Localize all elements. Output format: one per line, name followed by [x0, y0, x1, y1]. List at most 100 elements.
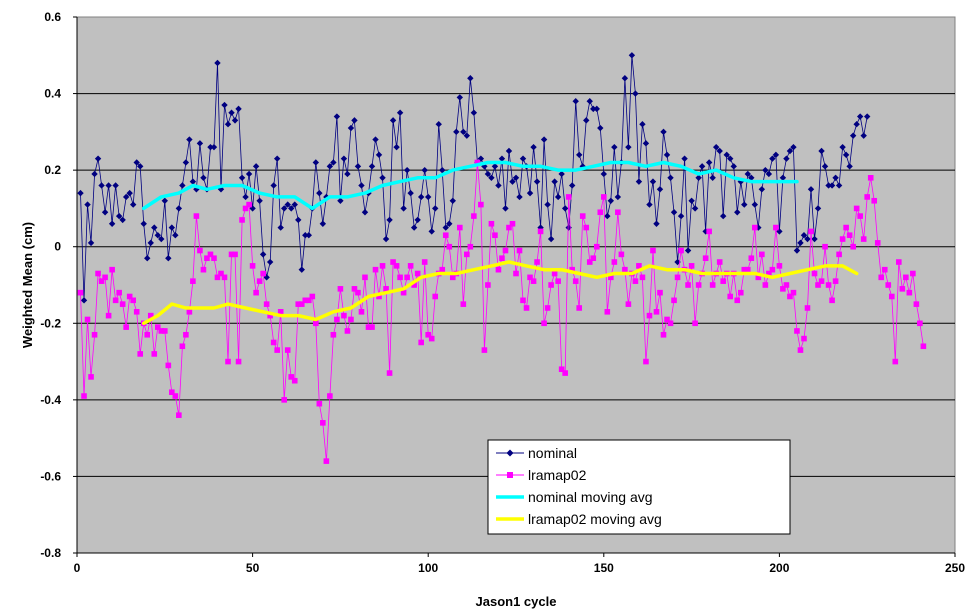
data-point [776, 228, 783, 235]
data-point [80, 297, 88, 304]
series-line [141, 260, 859, 326]
data-point [246, 201, 252, 208]
data-point [607, 197, 615, 204]
data-point [632, 278, 639, 284]
data-point [193, 213, 200, 219]
data-point [646, 312, 653, 319]
data-point [158, 328, 165, 334]
data-point [839, 143, 846, 151]
data-point [84, 316, 91, 323]
data-point [885, 282, 892, 288]
data-point [94, 155, 102, 162]
data-point [787, 293, 793, 300]
data-point [825, 182, 832, 189]
data-point [435, 121, 442, 128]
data-point [112, 182, 119, 189]
data-point [320, 420, 326, 426]
data-point [186, 136, 193, 143]
data-point [590, 255, 597, 261]
data-point [179, 343, 186, 350]
data-point [186, 309, 193, 315]
data-point [196, 140, 204, 147]
data-point [766, 270, 772, 277]
data-point [653, 220, 660, 227]
data-point [144, 255, 151, 262]
data-point [421, 259, 428, 265]
data-point [846, 163, 853, 170]
data-point [723, 151, 730, 159]
data-point [428, 335, 435, 342]
y-tick-label: -0.2 [40, 316, 61, 330]
data-point [126, 189, 133, 197]
data-point [544, 201, 551, 208]
data-point [586, 259, 593, 265]
data-point [698, 163, 706, 170]
data-point [772, 151, 780, 159]
data-point [656, 186, 664, 193]
data-point [316, 189, 323, 197]
data-point [464, 251, 470, 258]
data-point [98, 182, 105, 189]
data-point [337, 286, 344, 292]
data-point [207, 143, 214, 151]
data-point [383, 286, 389, 292]
data-point [604, 309, 611, 315]
data-point [547, 235, 555, 243]
data-point [305, 297, 312, 304]
data-point [274, 347, 280, 353]
data-point [101, 209, 109, 216]
data-point [291, 377, 298, 384]
data-point [140, 220, 147, 227]
data-point [551, 178, 558, 185]
data-point [835, 182, 843, 189]
data-point [460, 128, 467, 136]
data-point [277, 309, 284, 315]
data-point [702, 228, 709, 235]
data-point [446, 243, 453, 250]
data-point [340, 155, 348, 162]
data-point [576, 151, 583, 159]
data-point [737, 289, 744, 296]
data-point [425, 193, 432, 201]
data-point [210, 143, 218, 151]
data-point [396, 109, 404, 116]
data-point [811, 270, 818, 277]
data-point [319, 220, 327, 227]
data-point [576, 305, 583, 311]
data-point [751, 201, 759, 208]
data-point [238, 174, 246, 181]
data-point [864, 113, 871, 120]
legend-marker [507, 472, 513, 478]
data-point [358, 309, 365, 315]
legend-label: lramap02 [528, 467, 587, 483]
data-point [460, 301, 467, 307]
data-point [498, 155, 506, 162]
data-point [179, 182, 186, 189]
data-point [256, 278, 263, 284]
data-point [122, 193, 130, 201]
data-point [281, 397, 288, 403]
data-point [323, 458, 330, 464]
data-point [836, 251, 842, 258]
data-point [786, 147, 794, 155]
data-point [295, 301, 302, 307]
data-point [390, 259, 396, 265]
data-point [484, 170, 492, 178]
data-point [727, 293, 734, 300]
data-point [660, 331, 667, 338]
data-point [752, 224, 758, 231]
data-point [91, 331, 98, 338]
data-point [688, 197, 695, 204]
data-point [783, 155, 790, 162]
data-point [115, 212, 123, 220]
data-point [734, 297, 741, 304]
data-point [579, 213, 586, 219]
axes: -0.8 -0.6 -0.4 -0.2 0 0.2 0.4 0.6 0 50 100 150 200 25… [20, 10, 965, 609]
data-point [190, 278, 196, 284]
data-point [446, 220, 453, 227]
data-point [857, 213, 863, 219]
data-point [109, 266, 115, 273]
data-point [839, 236, 846, 242]
data-point [516, 193, 523, 201]
data-point [790, 143, 797, 151]
